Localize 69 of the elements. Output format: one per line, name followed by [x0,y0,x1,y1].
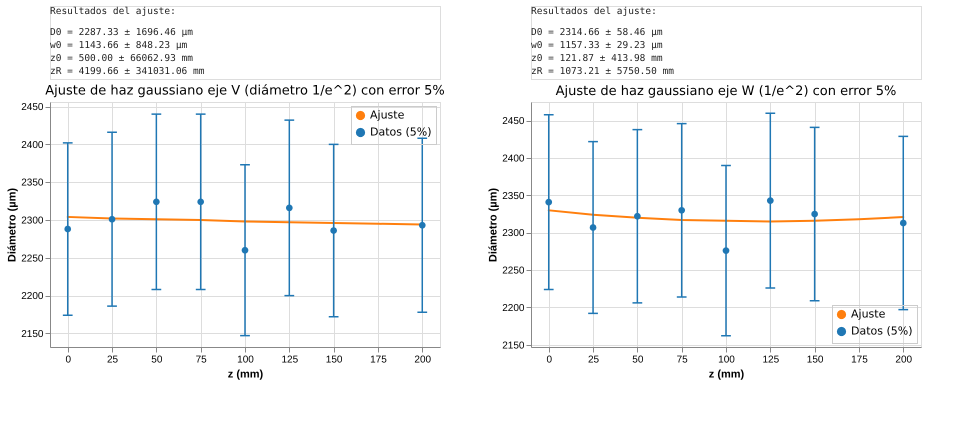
legend-label: Datos (5%) [851,324,913,338]
point [418,222,426,229]
chart-title: Ajuste de haz gaussiano eje W (1/e^2) con error 5% [556,84,896,99]
y-tick-label: 2350 [502,190,525,202]
point [153,198,160,206]
text: w0 = 1143.66 ± 848.23 µm [50,40,188,51]
point [545,198,552,206]
point [900,220,907,226]
line-series [548,209,904,223]
x-axis-title: z (mm) [228,368,264,380]
x-axis-title: z (mm) [708,368,745,380]
text: zR = 1073.21 ± 5750.50 mm [531,66,674,77]
y-tick-label: 2200 [502,302,525,314]
y-axis-title: Diámetro (µm) [6,188,18,262]
x-tick-label: 175 [851,354,868,366]
legend-label: Ajuste [851,308,886,320]
y-tick-label: 2400 [502,154,525,165]
y-tick-label: 2450 [21,102,44,114]
x-tick-label: 150 [326,354,343,366]
x-tick-label: 75 [196,354,208,366]
x-tick-label: 150 [806,354,824,366]
x-tick-label: 25 [588,354,600,366]
text: D0 = 2314.66 ± 58.46 µm [531,27,663,38]
legend-label: Datos (5%) [370,126,432,138]
y-tick-label: 2300 [502,228,525,240]
point [678,206,686,214]
text: z0 = 500.00 ± 66062.93 mm [50,53,194,64]
y-tick-label: 2150 [502,340,525,352]
x-tick-label: 25 [106,354,119,366]
text: w0 = 1157.33 ± 29.23 µm [531,40,663,51]
y-tick-label: 2300 [21,215,44,226]
x-tick-label: 75 [676,354,688,366]
point [722,247,730,254]
text: Resultados del ajuste: [531,6,657,17]
y-tick-label: 2250 [21,253,44,264]
point [108,216,116,223]
x-tick-label: 125 [281,354,299,366]
text: zR = 4199.66 ± 341031.06 mm [50,66,205,77]
point [64,226,72,232]
point [330,227,337,234]
x-tick-label: 200 [895,354,913,366]
point [242,246,248,254]
point [634,212,641,220]
x-tick-label: 100 [237,354,254,366]
legend-label: Ajuste [370,108,405,122]
point [590,224,596,231]
x-tick-label: 50 [632,354,644,366]
x-tick-label: 0 [65,354,72,366]
chart-title: Ajuste de haz gaussiano eje V (diámetro 1/e^2) con error 5% [45,84,445,99]
text: D0 = 2287.33 ± 1696.46 µm [50,27,194,38]
x-tick-label: 175 [370,354,388,366]
x-tick-label: 200 [414,354,432,366]
y-tick-label: 2250 [502,266,525,277]
x-tick-label: 0 [546,354,552,366]
y-tick-label: 2150 [21,328,44,340]
x-tick-label: 100 [718,354,736,366]
point [286,204,293,212]
y-axis-title: Diámetro (µm) [487,188,500,262]
y-tick-label: 2450 [502,116,525,128]
x-tick-label: 125 [762,354,780,366]
x-tick-label: 50 [151,354,163,366]
y-tick-label: 2200 [21,291,44,302]
point [811,210,818,218]
point [197,198,204,206]
point [766,197,774,204]
text: z0 = 121.87 ± 413.98 mm [531,53,663,64]
y-tick-label: 2350 [21,178,44,189]
text: Resultados del ajuste: [50,6,176,17]
y-tick-label: 2400 [21,140,44,151]
